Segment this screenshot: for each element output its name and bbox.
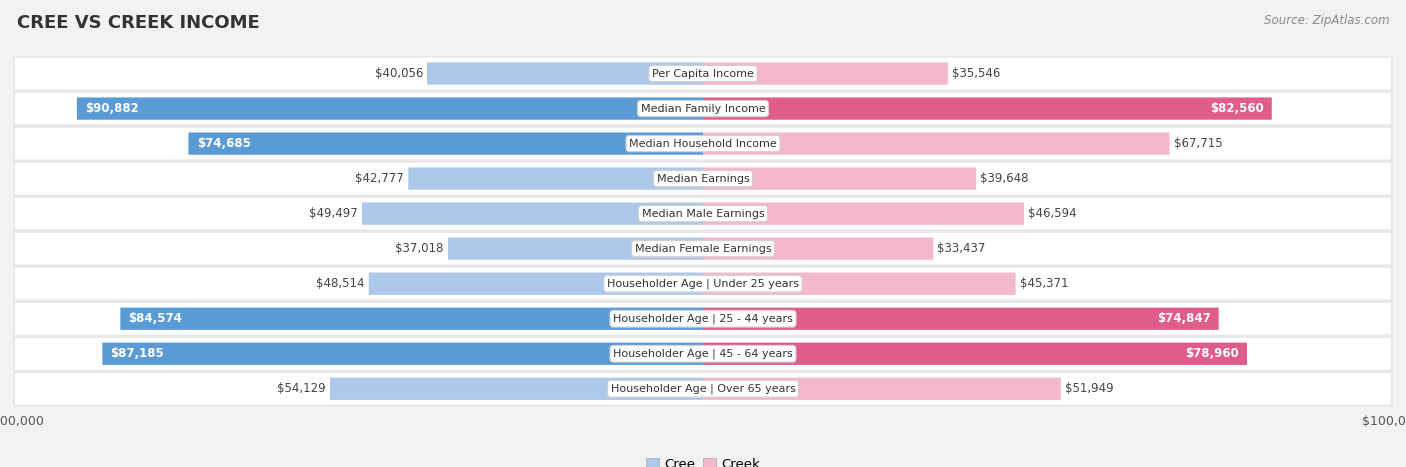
FancyBboxPatch shape bbox=[703, 63, 948, 85]
FancyBboxPatch shape bbox=[14, 267, 1392, 301]
FancyBboxPatch shape bbox=[14, 57, 1392, 91]
FancyBboxPatch shape bbox=[14, 197, 1392, 230]
Text: $42,777: $42,777 bbox=[356, 172, 404, 185]
FancyBboxPatch shape bbox=[368, 273, 703, 295]
Text: $35,546: $35,546 bbox=[952, 67, 1001, 80]
Text: $45,371: $45,371 bbox=[1019, 277, 1069, 290]
Text: $87,185: $87,185 bbox=[111, 347, 165, 360]
Text: $37,018: $37,018 bbox=[395, 242, 444, 255]
Text: $48,514: $48,514 bbox=[316, 277, 364, 290]
FancyBboxPatch shape bbox=[14, 127, 1392, 160]
FancyBboxPatch shape bbox=[703, 378, 1062, 400]
FancyBboxPatch shape bbox=[14, 372, 1392, 405]
Text: $51,949: $51,949 bbox=[1064, 382, 1114, 395]
Text: CREE VS CREEK INCOME: CREE VS CREEK INCOME bbox=[17, 14, 260, 32]
FancyBboxPatch shape bbox=[361, 203, 703, 225]
Text: $49,497: $49,497 bbox=[309, 207, 359, 220]
FancyBboxPatch shape bbox=[330, 378, 703, 400]
FancyBboxPatch shape bbox=[14, 92, 1392, 125]
Text: $39,648: $39,648 bbox=[980, 172, 1029, 185]
FancyBboxPatch shape bbox=[703, 133, 1170, 155]
FancyBboxPatch shape bbox=[449, 238, 703, 260]
FancyBboxPatch shape bbox=[77, 98, 703, 120]
Text: Source: ZipAtlas.com: Source: ZipAtlas.com bbox=[1264, 14, 1389, 27]
Text: Median Household Income: Median Household Income bbox=[628, 139, 778, 149]
Text: $90,882: $90,882 bbox=[86, 102, 139, 115]
Text: Householder Age | Under 25 years: Householder Age | Under 25 years bbox=[607, 278, 799, 289]
FancyBboxPatch shape bbox=[703, 308, 1219, 330]
FancyBboxPatch shape bbox=[408, 168, 703, 190]
FancyBboxPatch shape bbox=[703, 203, 1024, 225]
Text: $54,129: $54,129 bbox=[277, 382, 326, 395]
Text: $74,847: $74,847 bbox=[1157, 312, 1211, 325]
Text: Median Family Income: Median Family Income bbox=[641, 104, 765, 113]
Text: $67,715: $67,715 bbox=[1174, 137, 1222, 150]
Text: $82,560: $82,560 bbox=[1209, 102, 1264, 115]
Text: Householder Age | 45 - 64 years: Householder Age | 45 - 64 years bbox=[613, 348, 793, 359]
Text: Per Capita Income: Per Capita Income bbox=[652, 69, 754, 78]
FancyBboxPatch shape bbox=[103, 343, 703, 365]
Text: Median Earnings: Median Earnings bbox=[657, 174, 749, 184]
Text: $46,594: $46,594 bbox=[1028, 207, 1077, 220]
FancyBboxPatch shape bbox=[14, 162, 1392, 195]
Text: $84,574: $84,574 bbox=[128, 312, 183, 325]
Text: $33,437: $33,437 bbox=[938, 242, 986, 255]
FancyBboxPatch shape bbox=[14, 232, 1392, 265]
FancyBboxPatch shape bbox=[703, 168, 976, 190]
FancyBboxPatch shape bbox=[703, 98, 1272, 120]
Text: $78,960: $78,960 bbox=[1185, 347, 1239, 360]
Text: $40,056: $40,056 bbox=[374, 67, 423, 80]
Text: Median Male Earnings: Median Male Earnings bbox=[641, 209, 765, 219]
Text: Householder Age | 25 - 44 years: Householder Age | 25 - 44 years bbox=[613, 313, 793, 324]
FancyBboxPatch shape bbox=[121, 308, 703, 330]
FancyBboxPatch shape bbox=[14, 337, 1392, 371]
Text: Householder Age | Over 65 years: Householder Age | Over 65 years bbox=[610, 383, 796, 394]
FancyBboxPatch shape bbox=[427, 63, 703, 85]
FancyBboxPatch shape bbox=[703, 343, 1247, 365]
Legend: Cree, Creek: Cree, Creek bbox=[640, 453, 766, 467]
FancyBboxPatch shape bbox=[188, 133, 703, 155]
Text: Median Female Earnings: Median Female Earnings bbox=[634, 244, 772, 254]
FancyBboxPatch shape bbox=[703, 273, 1015, 295]
FancyBboxPatch shape bbox=[14, 302, 1392, 335]
FancyBboxPatch shape bbox=[703, 238, 934, 260]
Text: $74,685: $74,685 bbox=[197, 137, 250, 150]
